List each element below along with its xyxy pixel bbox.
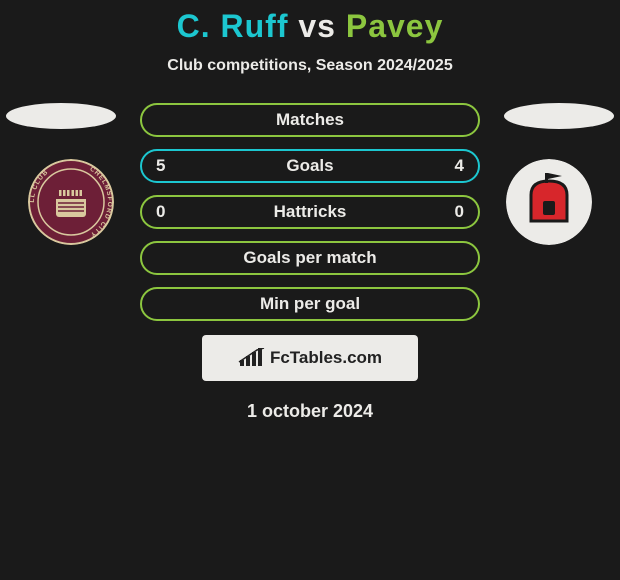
stat-row-hattricks: 0 Hattricks 0 — [140, 195, 480, 229]
stat-row-min-per-goal: Min per goal — [140, 287, 480, 321]
player1-avatar-placeholder — [6, 103, 116, 129]
stat-label: Goals — [286, 156, 333, 176]
vs-text: vs — [298, 8, 336, 44]
stat-p1-value: 5 — [156, 156, 165, 176]
stat-row-goals: 5 Goals 4 — [140, 149, 480, 183]
brand-box: FcTables.com — [202, 335, 418, 381]
club1-badge: CHELMSFORD CITY FOOTBALL CLUB — [28, 159, 114, 245]
infographic-container: C. Ruff vs Pavey Club competitions, Seas… — [0, 0, 620, 422]
player2-avatar-placeholder — [504, 103, 614, 129]
player1-name: C. Ruff — [177, 8, 289, 44]
page-title: C. Ruff vs Pavey — [177, 8, 444, 45]
stats-area: CHELMSFORD CITY FOOTBALL CLUB Matches 5 … — [0, 103, 620, 422]
stat-p2-value: 4 — [455, 156, 464, 176]
stat-label: Goals per match — [243, 248, 376, 268]
bar-chart-icon — [238, 348, 266, 368]
date-text: 1 october 2024 — [247, 401, 373, 422]
stat-p1-value: 0 — [156, 202, 165, 222]
club2-badge — [506, 159, 592, 245]
stat-label: Hattricks — [274, 202, 347, 222]
brand-text: FcTables.com — [270, 348, 382, 368]
stat-row-goals-per-match: Goals per match — [140, 241, 480, 275]
stat-p2-value: 0 — [455, 202, 464, 222]
player2-name: Pavey — [346, 8, 444, 44]
stat-pill-stack: Matches 5 Goals 4 0 Hattricks 0 Goals pe… — [140, 103, 480, 321]
stat-label: Min per goal — [260, 294, 360, 314]
stat-label: Matches — [276, 110, 344, 130]
stat-row-matches: Matches — [140, 103, 480, 137]
subtitle: Club competitions, Season 2024/2025 — [167, 57, 452, 75]
